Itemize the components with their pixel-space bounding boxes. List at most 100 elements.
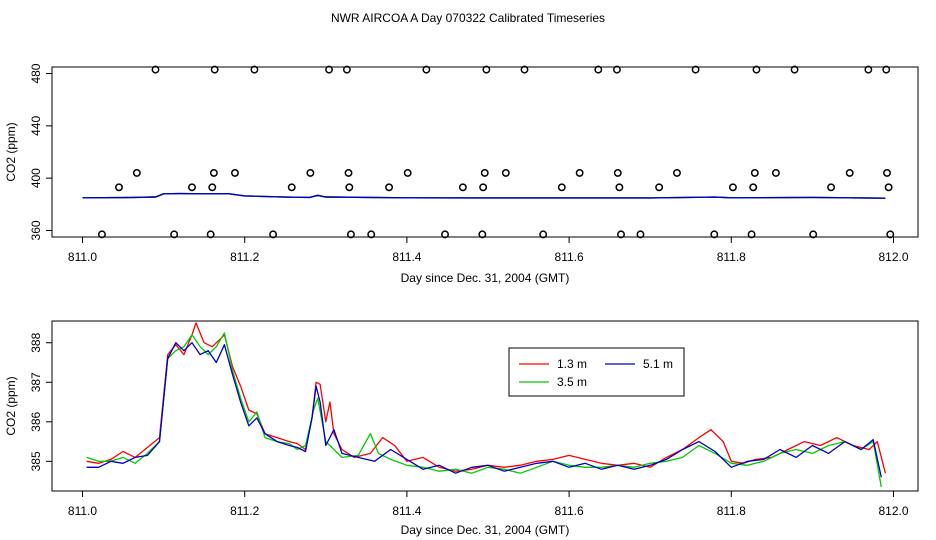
scatter-point	[710, 230, 719, 239]
scatter-point	[480, 168, 489, 177]
scatter-point	[346, 230, 355, 239]
scatter-point	[151, 65, 160, 74]
scatter-point	[209, 168, 218, 177]
scatter-point	[441, 230, 449, 239]
top-y-axis-label: CO2 (ppm)	[4, 122, 18, 181]
scatter-point	[206, 230, 215, 239]
top-y-tick-label: 360	[29, 220, 43, 240]
legend-box	[508, 347, 685, 397]
bottom-y-tick-label: 385	[29, 451, 43, 471]
scatter-point	[342, 65, 351, 74]
top-x-tick-label: 812.0	[878, 250, 908, 264]
scatter-point	[269, 230, 278, 239]
series-line-3-5-m	[86, 332, 882, 488]
top-x-tick-label: 811.8	[717, 250, 746, 264]
scatter-point	[747, 230, 756, 239]
scatter-point	[615, 183, 624, 192]
scatter-point	[478, 230, 487, 239]
scatter-point	[306, 168, 315, 177]
series-line-1-3-m	[86, 322, 887, 474]
scatter-point	[501, 168, 510, 177]
bottom-series-lines	[86, 322, 887, 488]
bottom-axes: 811.0 811.2 811.4 811.6 811.8 812.0 385 386 387 3…	[29, 332, 909, 518]
scatter-point	[367, 230, 376, 239]
bottom-y-tick-label: 386	[29, 411, 43, 431]
scatter-point	[208, 183, 217, 192]
scatter-point	[691, 65, 700, 74]
scatter-point	[617, 230, 625, 239]
scatter-point	[655, 183, 664, 192]
top-x-tick-label: 811.0	[68, 250, 97, 264]
top-y-tick-label: 400	[29, 168, 43, 188]
bottom-x-tick-label: 811.8	[717, 504, 746, 518]
scatter-point	[250, 65, 259, 74]
bottom-x-axis-label: Day since Dec. 31, 2004 (GMT)	[401, 523, 570, 537]
scatter-point	[750, 168, 759, 177]
scatter-point	[557, 183, 566, 192]
top-series-line-2	[82, 192, 886, 199]
scatter-point	[594, 65, 603, 74]
top-y-tick-label: 480	[29, 63, 43, 83]
scatter-point	[479, 183, 488, 192]
scatter-point	[884, 183, 893, 192]
scatter-point	[98, 230, 106, 239]
scatter-point	[636, 230, 645, 239]
scatter-point	[728, 183, 737, 192]
bottom-y-axis-label: CO2 (ppm)	[4, 376, 18, 435]
scatter-point	[170, 230, 179, 239]
scatter-point	[864, 65, 873, 74]
scatter-point	[749, 183, 758, 192]
bottom-x-tick-label: 811.6	[555, 504, 584, 518]
scatter-point	[482, 65, 491, 74]
legend-label-5-1m: 5.1 m	[643, 357, 673, 371]
scatter-point	[287, 183, 296, 192]
scatter-point	[458, 183, 467, 192]
top-y-tick-label: 440	[29, 116, 43, 136]
scatter-point	[115, 183, 123, 192]
bottom-x-tick-label: 811.4	[392, 504, 421, 518]
scatter-point	[325, 65, 333, 74]
top-x-tick-label: 811.6	[555, 250, 584, 264]
series-line-5-1-m	[86, 342, 882, 478]
scatter-point	[188, 183, 196, 192]
scatter-point	[403, 168, 412, 177]
scatter-point	[210, 65, 219, 74]
scatter-point	[575, 168, 584, 177]
top-plot-frame	[51, 66, 919, 238]
scatter-point	[422, 65, 431, 74]
scatter-point	[886, 230, 895, 239]
scatter-point	[790, 65, 799, 74]
top-axes: 811.0 811.2 811.4 811.6 811.8 812.0 360 400 440 4…	[29, 63, 909, 264]
legend: 1.3 m 5.1 m 3.5 m	[508, 347, 685, 397]
top-x-tick-label: 811.4	[392, 250, 421, 264]
scatter-point	[344, 168, 353, 177]
scatter-point	[771, 168, 780, 177]
scatter-point	[520, 65, 529, 74]
scatter-point	[613, 168, 622, 177]
scatter-point	[845, 168, 854, 177]
bottom-x-tick-label: 811.2	[230, 504, 259, 518]
scatter-point	[132, 168, 141, 177]
top-x-tick-label: 811.2	[230, 250, 259, 264]
scatter-point	[752, 65, 761, 74]
scatter-point	[883, 168, 891, 177]
scatter-point	[612, 65, 621, 74]
top-x-axis-label: Day since Dec. 31, 2004 (GMT)	[401, 271, 570, 285]
scatter-point	[385, 183, 394, 192]
bottom-x-tick-label: 811.0	[68, 504, 97, 518]
top-series-line	[82, 192, 886, 199]
bottom-panel: 811.0 811.2 811.4 811.6 811.8 812.0 385 386 387 3…	[4, 320, 919, 537]
legend-label-1-3m: 1.3 m	[557, 357, 587, 371]
chart-title: NWR AIRCOA A Day 070322 Calibrated Times…	[331, 11, 605, 25]
scatter-point	[673, 168, 681, 177]
scatter-point	[809, 230, 818, 239]
top-panel: 811.0 811.2 811.4 811.6 811.8 812.0 360 400 440 4…	[4, 63, 919, 285]
scatter-point	[539, 230, 548, 239]
bottom-x-tick-label: 812.0	[878, 504, 908, 518]
bottom-y-tick-label: 387	[29, 372, 43, 392]
scatter-point	[231, 168, 239, 177]
bottom-y-tick-label: 388	[29, 332, 43, 352]
top-scatter-points	[98, 65, 895, 239]
scatter-point	[827, 183, 836, 192]
